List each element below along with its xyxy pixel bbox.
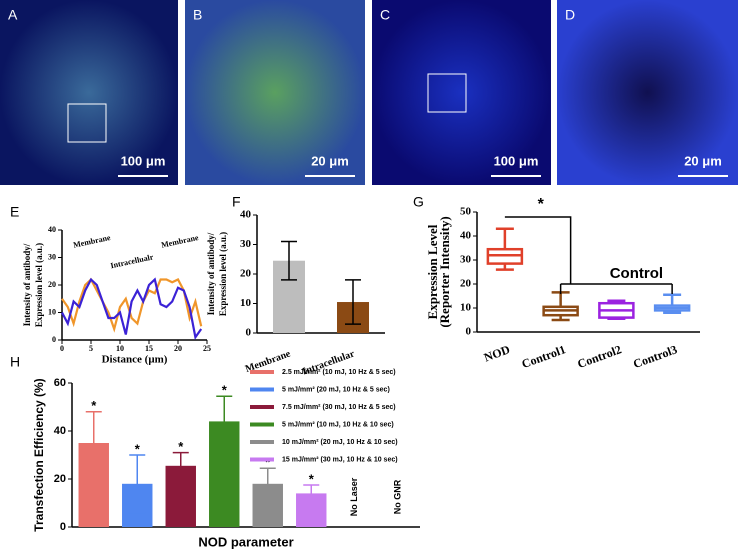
panel-letter: C xyxy=(380,7,390,23)
annotation: * xyxy=(538,196,545,213)
x-tick-label: No Laser xyxy=(349,477,359,516)
significance: * xyxy=(91,398,97,413)
error-bar xyxy=(281,240,297,281)
error-bar xyxy=(259,467,276,501)
error-bar xyxy=(303,484,320,503)
significance: * xyxy=(178,439,184,454)
y-tick-label: 40 xyxy=(460,230,472,242)
annotation: Membrane xyxy=(72,233,111,250)
scale-bar-label: 20 μm xyxy=(684,153,722,168)
legend-swatch xyxy=(250,440,274,444)
x-tick-label: 5 xyxy=(89,344,93,353)
scale-bar-label: 100 μm xyxy=(121,153,166,168)
legend-label: 7.5 mJ/mm² (30 mJ, 10 Hz & 5 sec) xyxy=(282,404,396,411)
y-tick-label: 0 xyxy=(466,326,472,338)
error-bar xyxy=(216,395,233,448)
micrograph xyxy=(185,0,365,185)
whisker-high xyxy=(551,291,570,307)
scale-bar-label: 20 μm xyxy=(311,153,349,168)
significance: * xyxy=(265,455,271,470)
y-tick-label: 10 xyxy=(460,302,472,314)
y-axis-label: Intensity of antibody/ xyxy=(206,232,216,315)
whisker-high xyxy=(495,227,514,250)
error-bar xyxy=(345,279,361,325)
whisker-high xyxy=(663,293,682,306)
panel-letter: E xyxy=(10,204,19,220)
panel-letter: G xyxy=(413,194,424,210)
y-tick-label: 20 xyxy=(48,280,56,289)
x-tick-label: 15 xyxy=(145,344,153,353)
y-tick-label: 50 xyxy=(460,206,472,218)
x-axis-label: NOD parameter xyxy=(198,534,293,549)
legend-label: 10 mJ/mm² (20 mJ, 10 Hz & 10 sec) xyxy=(282,439,398,446)
y-tick-label: 10 xyxy=(240,297,252,309)
panel-letter: H xyxy=(10,354,20,370)
x-tick-label: 0 xyxy=(60,344,64,353)
panel-letter: A xyxy=(8,7,18,23)
significance: * xyxy=(309,471,315,486)
error-bar xyxy=(85,411,102,475)
legend-swatch xyxy=(250,405,274,409)
y-axis-label: Expression level (a.u.) xyxy=(34,243,44,327)
inset-box xyxy=(427,73,467,113)
y-tick-label: 0 xyxy=(52,335,56,344)
y-axis-label: Expression Level xyxy=(425,224,440,319)
y-axis-label: Expression level (a.u.) xyxy=(218,232,228,316)
x-axis-label: Distance (μm) xyxy=(102,354,168,366)
x-tick-label: 25 xyxy=(203,344,211,353)
bracket xyxy=(504,216,673,294)
scale-bar-label: 100 μm xyxy=(494,153,539,168)
x-tick-label: Control1 xyxy=(520,342,568,371)
significance: * xyxy=(135,441,141,456)
micrograph xyxy=(557,0,738,185)
panel-letter: D xyxy=(565,7,575,23)
y-tick-label: 10 xyxy=(48,307,56,316)
y-tick-label: 40 xyxy=(48,225,56,234)
line-series xyxy=(61,277,203,333)
y-tick-label: 20 xyxy=(240,268,252,280)
legend-label: 5 mJ/mm² (10 mJ, 10 Hz & 10 sec) xyxy=(282,421,394,428)
y-tick-label: 0 xyxy=(60,521,66,533)
y-tick-label: 20 xyxy=(460,278,472,290)
legend-label: 2.5 mJ/mm² (10 mJ, 10 Hz & 5 sec) xyxy=(282,369,396,376)
y-axis-label: (Reporter Intensity) xyxy=(437,216,452,327)
y-tick-label: 30 xyxy=(460,254,472,266)
panel-letter: B xyxy=(193,7,202,23)
annotation: Membrane xyxy=(160,233,199,250)
x-tick-label: 20 xyxy=(174,344,182,353)
y-tick-label: 40 xyxy=(240,209,252,221)
annotation: Intracellualr xyxy=(110,252,155,270)
y-tick-label: 20 xyxy=(54,473,66,485)
legend-swatch xyxy=(250,457,274,462)
annotation: Control xyxy=(610,265,663,282)
y-tick-label: 60 xyxy=(54,377,66,389)
legend-swatch xyxy=(250,422,274,427)
y-axis-label: Transfection Efficiency (%) xyxy=(32,378,46,531)
panel-letter: F xyxy=(232,194,241,210)
y-axis-label: Intensity of antibody/ xyxy=(22,243,32,326)
y-tick-label: 0 xyxy=(246,327,252,339)
x-tick-label: Control2 xyxy=(576,342,624,371)
y-tick-label: 30 xyxy=(48,252,56,261)
legend-label: 5 mJ/mm² (20 mJ, 10 Hz & 5 sec) xyxy=(282,386,390,393)
x-tick-label: No GNR xyxy=(393,479,403,514)
line-series xyxy=(61,277,203,341)
y-tick-label: 40 xyxy=(54,425,66,437)
inset-box xyxy=(67,103,107,143)
significance: * xyxy=(222,383,228,398)
legend-swatch xyxy=(250,370,274,374)
x-tick-label: Control3 xyxy=(631,342,679,371)
legend-label: 15 mJ/mm² (30 mJ, 10 Hz & 10 sec) xyxy=(282,456,398,463)
x-tick-label: NOD xyxy=(482,342,512,364)
micrograph xyxy=(372,0,551,185)
error-bar xyxy=(172,451,189,480)
legend-swatch xyxy=(250,387,274,392)
x-tick-label: 10 xyxy=(116,344,124,353)
micrograph xyxy=(0,0,178,185)
error-bar xyxy=(129,454,146,514)
y-tick-label: 30 xyxy=(240,238,252,250)
